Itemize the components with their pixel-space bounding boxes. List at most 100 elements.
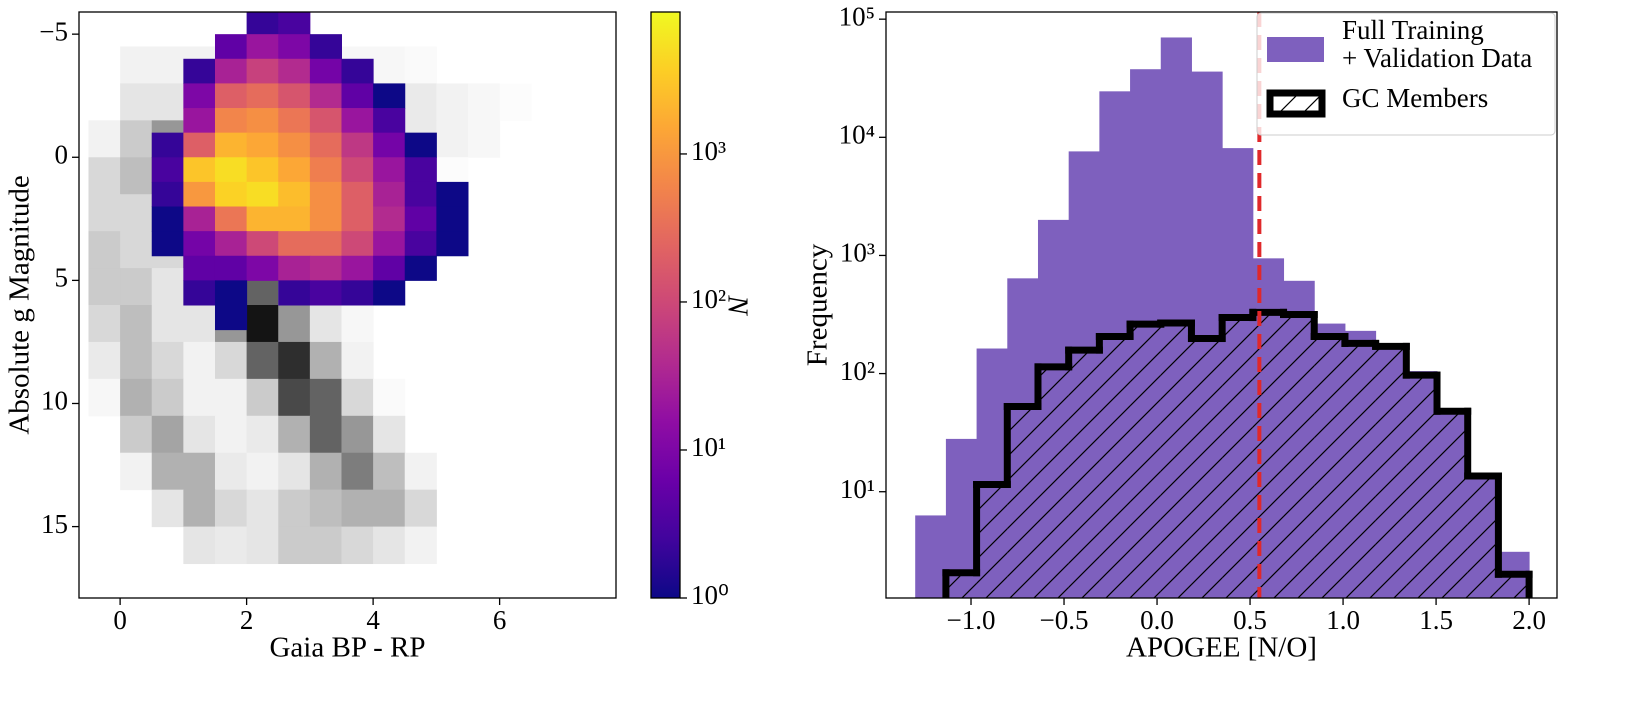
count-cell [373,83,406,109]
background-cell [120,378,153,417]
background-cell [120,305,153,343]
count-cell [309,231,342,257]
background-cell [151,452,184,491]
background-cell [183,526,216,565]
background-cell [373,415,406,454]
plot-area [915,37,1533,598]
count-cell [183,58,216,84]
count-cell [278,231,311,257]
colorbar-tick-label: 10³ [691,136,726,166]
background-cell [341,415,374,454]
count-cell [373,280,406,306]
y-tick-label: 5 [55,263,69,293]
background-cell [278,526,311,565]
count-cell [214,34,248,60]
count-cell [151,206,184,232]
hatched-bar [1314,336,1345,598]
count-cell [404,181,437,208]
hatched-bar [1406,375,1438,598]
background-cell [120,231,153,269]
count-cell [151,181,184,208]
count-cell [309,206,342,232]
background-cell [341,489,374,528]
background-cell [499,83,532,121]
hatched-bar [1344,343,1376,598]
x-axis-label: Gaia BP - RP [269,632,425,664]
colorbar-tick-label: 10² [691,284,726,314]
count-cell [214,206,248,232]
count-cell [183,132,216,158]
background-cell [246,452,279,491]
background-cell [88,231,121,269]
colorbar [650,11,681,599]
hatched-bar [1068,350,1100,598]
background-cell [183,415,216,454]
background-cell [404,83,437,121]
count-cell [214,132,248,158]
background-cell [373,489,406,528]
count-cell [373,255,406,281]
count-cell [309,108,342,134]
background-cell [183,452,216,491]
hatched-bar [1007,406,1038,598]
count-cell [246,255,279,281]
hatched-bar [1283,314,1315,598]
background-cell [341,526,374,565]
count-cell [404,255,437,281]
background-cell [278,341,311,380]
hatched-bar [1037,366,1069,598]
legend-label: GC Members [1342,83,1488,113]
legend-label: Full Training + Validation Data [1342,15,1532,73]
count-cell [436,231,469,257]
count-cell [246,181,279,208]
background-cell [309,341,342,380]
count-cell [373,157,406,183]
background-cell [88,120,121,158]
count-cell [214,305,248,331]
count-cell [183,157,216,183]
background-cell [404,452,437,491]
background-cell [183,341,216,380]
plot-area [88,12,532,565]
count-cell [214,181,248,208]
count-cell [246,231,279,257]
x-tick-label: 1.5 [1419,605,1453,635]
hatched-bar [1222,317,1253,598]
count-cell [214,83,248,109]
hatched-bar [976,484,1008,598]
x-tick-label: 2 [240,605,254,635]
x-tick-label: −0.5 [1040,605,1089,635]
colorbar-tick-label: 10⁰ [691,580,729,610]
background-cell [120,452,153,491]
hatched-bar [945,572,977,598]
background-cell [309,415,342,454]
background-cell [214,452,248,491]
background-cell [151,489,184,528]
count-cell [341,108,374,134]
count-cell [278,132,311,158]
y-axis-label: Frequency [802,243,834,366]
colorbar-label: N [721,294,753,316]
x-tick-label: 6 [493,605,507,635]
hatched-bar [1498,574,1530,598]
count-cell [341,280,374,306]
background-cell [120,194,153,232]
background-cell [246,378,279,417]
count-cell [246,157,279,183]
y-tick-label: 10¹ [840,474,875,504]
background-cell [246,489,279,528]
background-cell [120,341,153,380]
background-cell [467,83,501,121]
count-cell [214,231,248,257]
background-cell [183,305,216,343]
background-cell [88,157,121,195]
hatched-bar [1437,411,1468,598]
legend-box [1256,12,1556,136]
background-cell [373,378,406,417]
count-cell [151,132,184,158]
count-cell [246,58,279,84]
background-cell [120,268,153,306]
count-cell [278,58,311,84]
y-tick-label: 10⁴ [839,120,875,150]
